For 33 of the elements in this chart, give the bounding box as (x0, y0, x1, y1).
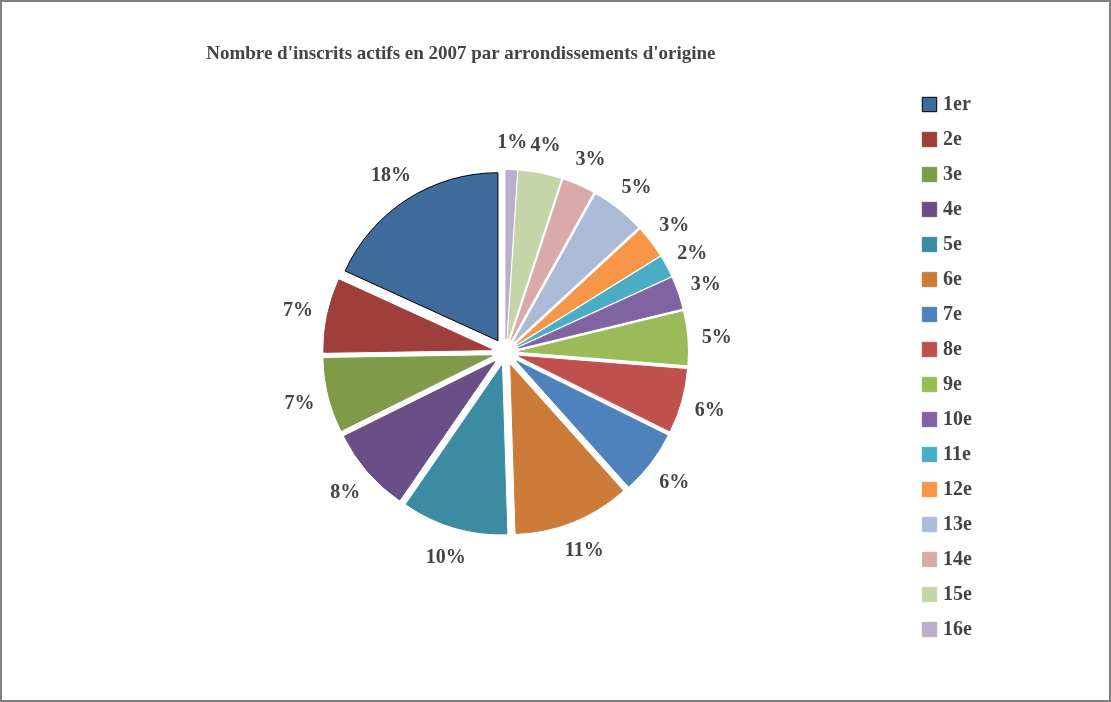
data-label: 5% (701, 324, 732, 347)
data-label: 4% (530, 133, 561, 156)
data-label: 11% (564, 538, 604, 561)
data-label: 2% (677, 241, 708, 264)
legend-label: 7e (943, 301, 963, 326)
legend-label: 12e (943, 476, 972, 501)
legend-label: 16e (943, 616, 972, 641)
data-label: 5% (621, 174, 652, 197)
data-label: 6% (659, 469, 690, 492)
legend-label: 2e (943, 126, 963, 151)
legend-label: 3e (943, 161, 963, 186)
data-label: 7% (284, 391, 315, 414)
data-label: 7% (282, 298, 313, 321)
legend-label: 4e (943, 196, 963, 221)
chart-title: Nombre d'inscrits actifs en 2007 par arrondissements d'origine (206, 41, 716, 63)
legend-label: 6e (943, 266, 963, 291)
data-label: 18% (370, 163, 411, 186)
data-label: 1% (497, 129, 528, 152)
legend-label: 11e (943, 441, 971, 466)
data-label: 8% (330, 480, 361, 503)
legend-label: 1er (943, 91, 971, 116)
legend-label: 13e (943, 511, 972, 536)
legend-label: 5e (943, 231, 963, 256)
data-label: 3% (659, 213, 690, 236)
legend-label: 9e (943, 371, 963, 396)
legend-label: 10e (943, 406, 972, 431)
data-label: 3% (575, 147, 606, 170)
data-label: 10% (425, 544, 466, 567)
data-label: 6% (694, 397, 725, 420)
legend-label: 15e (943, 581, 972, 606)
legend-label: 8e (943, 336, 963, 361)
legend-label: 14e (943, 546, 972, 571)
data-label: 3% (690, 272, 721, 295)
